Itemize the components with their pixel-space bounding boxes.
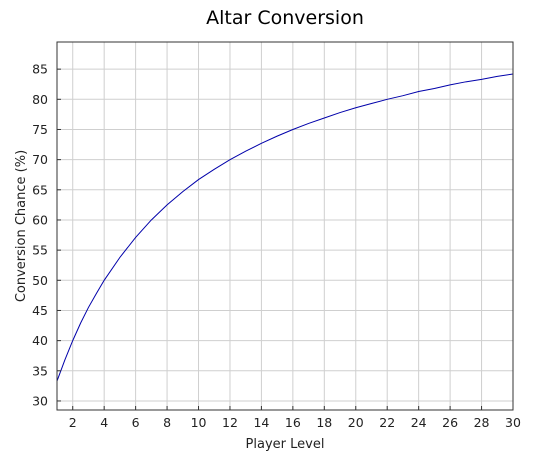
x-tick-label: 18 [316, 415, 332, 430]
y-tick-label: 85 [32, 62, 48, 77]
x-tick-label: 12 [222, 415, 238, 430]
y-axis-label: Conversion Chance (%) [14, 150, 29, 302]
y-tick-label: 45 [32, 303, 48, 318]
chart-title: Altar Conversion [206, 7, 364, 29]
plot-frame [56, 41, 514, 411]
x-tick-label: 2 [69, 415, 77, 430]
x-tick-label: 24 [411, 415, 427, 430]
x-tick-label: 14 [253, 415, 269, 430]
y-tick-label: 50 [32, 273, 48, 288]
series-layer [56, 73, 514, 382]
x-tick-label: 6 [132, 415, 140, 430]
y-tick-label: 75 [32, 122, 48, 137]
x-tick-label: 16 [285, 415, 301, 430]
y-tick-label: 70 [32, 152, 48, 167]
x-tick-label: 10 [191, 415, 207, 430]
x-tick-label: 20 [348, 415, 364, 430]
x-tick-label: 30 [505, 415, 521, 430]
x-tick-label: 28 [474, 415, 490, 430]
x-tick-label: 26 [442, 415, 458, 430]
y-tick-label: 65 [32, 182, 48, 197]
x-axis-label: Player Level [246, 437, 325, 452]
y-tick-label: 60 [32, 212, 48, 227]
conversion-chance-line [56, 73, 514, 382]
x-tick-label: 8 [163, 415, 171, 430]
y-tick-label: 40 [32, 333, 48, 348]
x-tick-label: 4 [100, 415, 108, 430]
y-tick-label: 55 [32, 243, 48, 258]
y-tick-label: 30 [32, 393, 48, 408]
y-tick-label: 80 [32, 92, 48, 107]
y-tick-label: 35 [32, 363, 48, 378]
x-tick-label: 22 [379, 415, 395, 430]
axis-ticks: 2 4 6 8 10 12 14 16 18 20 22 24 26 28 3030354045505560… [32, 62, 521, 430]
grid-lines [57, 42, 514, 410]
